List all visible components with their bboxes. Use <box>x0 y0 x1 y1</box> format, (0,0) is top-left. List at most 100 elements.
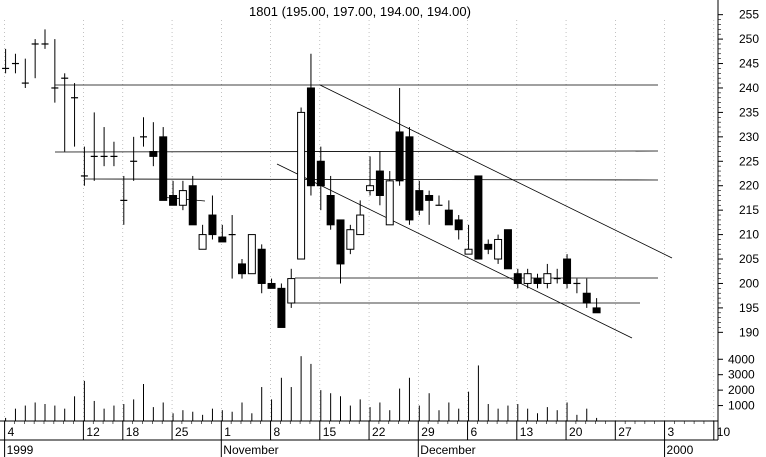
candle-body-down <box>267 282 276 289</box>
volume-tick-label: 3000 <box>728 368 755 382</box>
period-label: December <box>420 443 475 457</box>
price-tick-label: 200 <box>739 276 759 290</box>
candle <box>287 268 296 308</box>
candle-body-down <box>405 136 414 221</box>
candle <box>346 224 355 255</box>
date-tick-label: 25 <box>175 425 189 439</box>
candle <box>306 53 315 196</box>
candle <box>484 239 493 255</box>
candle <box>316 146 325 211</box>
candle-body-down <box>306 87 315 187</box>
candle-body-up <box>523 273 532 284</box>
candle <box>130 136 138 181</box>
candle-body-down <box>257 248 266 284</box>
price-tick-label: 215 <box>739 203 759 217</box>
candle <box>425 190 434 225</box>
candle <box>61 73 69 152</box>
candle <box>159 127 168 201</box>
candle-body-down <box>563 258 572 284</box>
candle-body-down <box>326 194 335 226</box>
candle <box>543 263 552 289</box>
candle <box>41 29 49 49</box>
candle <box>454 215 463 240</box>
candle-body-down <box>533 278 542 284</box>
price-axis-ticks: 190 195 200 205 210 215 220 225 230 235 240 245 250 2… <box>718 8 759 339</box>
chart-title: 1801 (195.00, 197.00, 194.00, 194.00) <box>249 4 471 19</box>
candle <box>563 254 572 289</box>
price-tick-label: 230 <box>739 130 759 144</box>
candle-body-down <box>582 292 591 304</box>
price-tick-label: 245 <box>739 57 759 71</box>
channel-upper-line <box>319 84 673 259</box>
candle <box>277 283 286 328</box>
candle <box>169 180 178 206</box>
candle-body-down <box>218 236 227 243</box>
candle-body-down <box>336 219 345 265</box>
candle <box>257 244 266 294</box>
candle-body-up <box>287 278 296 304</box>
candle <box>297 107 306 260</box>
candle <box>140 117 147 147</box>
date-tick-label: 3 <box>668 425 675 439</box>
candle <box>267 278 276 289</box>
candle-body-down <box>316 160 325 187</box>
price-tick-label: 235 <box>739 105 759 119</box>
candle <box>11 53 19 74</box>
support-line-220 <box>84 178 659 181</box>
candle-body-down <box>375 170 384 196</box>
candle <box>208 195 217 240</box>
candle <box>494 234 503 264</box>
candle-body-down <box>474 175 483 260</box>
candle <box>326 175 335 230</box>
candle <box>503 229 512 270</box>
volume-tick-label: 2000 <box>728 383 755 397</box>
date-tick-label: 1 <box>224 425 231 439</box>
candle <box>513 268 522 289</box>
candle-body-down <box>238 263 246 275</box>
date-tick-label: 22 <box>372 425 386 439</box>
period-label: November <box>223 443 278 457</box>
candle <box>2 48 10 74</box>
volume-bars <box>5 356 598 421</box>
candle <box>385 171 394 226</box>
candle <box>31 39 39 79</box>
candle-body-down <box>454 219 463 231</box>
candle-body-up <box>385 180 394 226</box>
channel-lower-line <box>276 163 633 339</box>
candle-body-down <box>188 185 197 226</box>
price-tick-label: 250 <box>739 32 759 46</box>
candle-body-up <box>366 185 375 192</box>
candle <box>366 156 375 196</box>
candle <box>435 195 443 206</box>
date-tick-label: 10 <box>717 425 731 439</box>
candle-body-down <box>444 209 453 226</box>
candle <box>228 215 236 279</box>
candle-body-down <box>159 136 168 201</box>
candle <box>188 175 197 226</box>
period-axis-labels: 1999 November December 2000 <box>4 440 694 457</box>
candle <box>375 151 384 206</box>
volume-tick-label: 4000 <box>728 352 755 366</box>
candle-body-up <box>543 273 552 284</box>
date-tick-label: 20 <box>569 425 583 439</box>
candle-body-up <box>356 214 365 236</box>
candle-body-up <box>247 234 256 275</box>
price-tick-label: 190 <box>739 325 759 339</box>
candle-body-up <box>494 238 503 260</box>
price-tick-label: 240 <box>739 81 759 95</box>
candle-body-down <box>169 194 178 206</box>
candle <box>21 58 29 88</box>
price-tick-label: 255 <box>739 8 759 22</box>
candle-body-down <box>425 194 434 201</box>
date-tick-label: 15 <box>323 425 337 439</box>
candle <box>533 273 542 289</box>
grid <box>4 20 715 421</box>
candle-body-down <box>208 214 217 236</box>
candle <box>573 278 581 294</box>
candle <box>198 224 207 250</box>
candle-body-down <box>277 287 286 328</box>
candle-body-up <box>464 248 473 255</box>
volume-tick-label: 1000 <box>728 399 755 413</box>
